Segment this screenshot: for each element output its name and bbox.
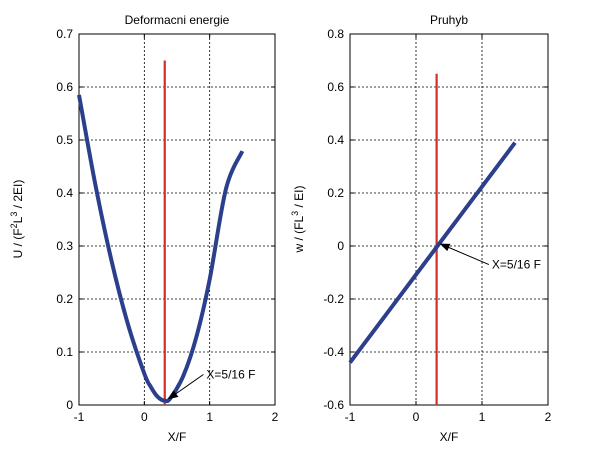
deflection-x-ticks: -1 0 1 2: [345, 34, 552, 424]
deflection-x-tick-label: -1: [345, 410, 356, 424]
energy-plot-area: X=5/16 F: [77, 60, 255, 405]
energy-y-tick-label: 0.5: [56, 133, 73, 147]
deflection-y-axis-label: w / (FL3 / EI): [290, 185, 306, 253]
deflection-y-tick-label: 0: [337, 239, 344, 253]
deflection-grid: [350, 34, 548, 405]
deflection-y-tick-label: -0.4: [323, 345, 344, 359]
energy-chart-title: Deformacni energie: [125, 13, 230, 27]
energy-x-tick-label: 1: [206, 410, 213, 424]
deflection-y-tick-label: 0.8: [327, 27, 344, 41]
energy-x-tick-label: 2: [272, 410, 279, 424]
deflection-y-tick-label: 0.4: [327, 133, 344, 147]
energy-y-tick-label: 0.3: [56, 239, 73, 253]
deflection-annotation-text: X=5/16 F: [492, 258, 541, 272]
energy-y-axis-label: U / (F2L3 / 2EI): [9, 180, 25, 259]
deflection-plot-area: X=5/16 F: [348, 73, 541, 405]
deflection-y-tick-label: -0.6: [323, 398, 344, 412]
energy-annotation-arrow: [167, 374, 204, 400]
deflection-y-tick-label: -0.2: [323, 292, 344, 306]
energy-x-tick-label: 0: [141, 410, 148, 424]
deflection-x-axis-label: X/F: [440, 430, 459, 444]
deflection-chart-title: Pruhyb: [430, 13, 468, 27]
deflection-y-tick-label: 0.2: [327, 186, 344, 200]
energy-y-ticks: 0 0.1 0.2 0.3 0.4 0.5 0.6 0.7: [56, 27, 275, 412]
deflection-series-line: [348, 141, 517, 364]
deflection-x-tick-label: 0: [413, 410, 420, 424]
energy-y-tick-label: 0: [66, 398, 73, 412]
deflection-x-tick-label: 2: [545, 410, 552, 424]
deflection-plot-background: [349, 33, 549, 406]
energy-chart: 00.10.20.30.40.50.60.7 -1 0 1 2 X=5/16 F De…: [9, 13, 279, 444]
energy-series-line: [77, 94, 245, 404]
energy-x-ticks: -1 0 1 2: [74, 34, 279, 424]
energy-y-tick-label: 0.6: [56, 80, 73, 94]
energy-y-tick-label: 0.7: [56, 27, 73, 41]
deflection-y-ticks: -0.6 -0.4 -0.2 0 0.2 0.4 0.6 0.8: [323, 27, 548, 412]
energy-plot-background: [78, 33, 276, 406]
deflection-chart: -0.6 -0.4 -0.2 0 0.2 0.4 0.6 0.8 -1 0 1 2 X=5/16 F…: [290, 13, 552, 444]
energy-y-tick-label: 0.2: [56, 292, 73, 306]
deflection-y-tick-label: 0.6: [327, 80, 344, 94]
energy-x-axis-label: X/F: [168, 430, 187, 444]
energy-y-tick-label: 0.1: [56, 345, 73, 359]
energy-grid: [79, 34, 275, 405]
deflection-x-tick-label: 1: [479, 410, 486, 424]
energy-annotation-text: X=5/16 F: [206, 368, 255, 382]
energy-y-tick-label: 0.4: [56, 186, 73, 200]
energy-x-tick-label: -1: [74, 410, 85, 424]
deflection-annotation-arrow: [439, 243, 490, 265]
